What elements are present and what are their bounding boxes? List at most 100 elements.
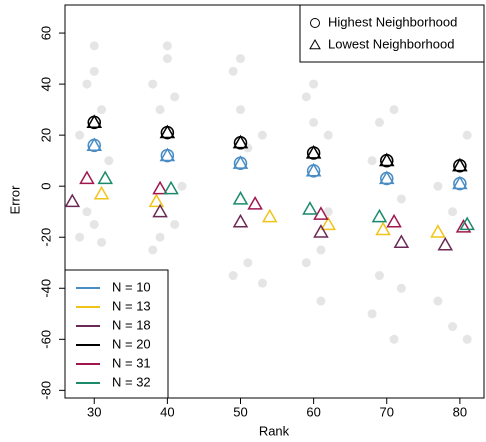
- x-tick-label: 70: [380, 404, 394, 419]
- background-point: [389, 334, 399, 344]
- lowest-marker: [305, 145, 322, 159]
- plot-frame: [64, 4, 485, 399]
- background-point: [148, 79, 158, 89]
- lowest-marker: [375, 221, 391, 236]
- background-point: [448, 322, 458, 332]
- background-point: [301, 258, 311, 268]
- lowest-marker: [452, 157, 468, 172]
- background-point: [148, 245, 158, 255]
- lowest-marker: [455, 219, 472, 233]
- background-point: [89, 41, 99, 51]
- y-tick-label: -80: [38, 381, 53, 400]
- lowest-marker: [378, 152, 395, 167]
- legend-label: N = 18: [112, 317, 151, 332]
- background-point: [75, 130, 85, 140]
- background-point: [448, 207, 458, 217]
- legend-label: N = 32: [112, 374, 151, 389]
- background-point: [396, 194, 406, 204]
- color-legend-box: [64, 269, 169, 399]
- lowest-marker: [232, 155, 249, 169]
- background-point: [389, 105, 399, 115]
- shape-legend-triangle: [309, 38, 321, 50]
- background-point: [323, 130, 333, 140]
- lowest-marker: [148, 193, 165, 208]
- background-point: [309, 79, 319, 89]
- background-point: [155, 232, 165, 242]
- background-point: [104, 156, 114, 166]
- shape-legend-box: [299, 4, 485, 63]
- legend-label: N = 13: [112, 298, 151, 313]
- lowest-marker: [452, 175, 468, 190]
- lowest-marker: [437, 236, 454, 251]
- x-axis-label: Rank: [259, 423, 290, 438]
- y-tick-label: 40: [38, 77, 53, 91]
- lowest-marker: [247, 196, 263, 210]
- lowest-marker: [152, 203, 168, 218]
- lowest-marker: [378, 170, 395, 185]
- lowest-marker: [302, 201, 318, 215]
- background-point: [162, 41, 172, 51]
- background-point: [235, 105, 245, 115]
- background-point: [89, 219, 99, 229]
- background-point: [309, 117, 319, 127]
- background-point: [433, 296, 443, 306]
- x-tick-label: 50: [233, 404, 247, 419]
- background-point: [462, 334, 472, 344]
- background-point: [257, 130, 267, 140]
- legend-label: N = 31: [112, 355, 151, 370]
- lowest-marker: [93, 185, 110, 200]
- lowest-marker: [79, 170, 95, 185]
- lowest-marker: [97, 170, 114, 185]
- y-tick-label: -40: [38, 279, 53, 298]
- background-point: [396, 283, 406, 293]
- lowest-marker: [313, 206, 329, 220]
- lowest-marker: [159, 147, 176, 162]
- background-point: [316, 296, 326, 306]
- background-point: [228, 271, 238, 281]
- background-point: [75, 232, 85, 242]
- background-point: [374, 271, 384, 281]
- lowest-marker: [163, 180, 179, 195]
- lowest-marker: [159, 124, 176, 139]
- y-tick-label: -20: [38, 228, 53, 247]
- y-tick-label: 60: [38, 26, 53, 40]
- background-point: [243, 258, 253, 268]
- shape-legend-label: Highest Neighborhood: [328, 14, 457, 29]
- background-point: [97, 105, 107, 115]
- lowest-marker: [313, 224, 329, 238]
- x-tick-label: 80: [453, 404, 467, 419]
- lowest-marker: [393, 234, 410, 248]
- lowest-marker: [86, 114, 103, 129]
- lowest-marker: [232, 213, 249, 228]
- legend-label: N = 20: [112, 336, 151, 351]
- background-point: [433, 181, 443, 191]
- background-point: [170, 219, 180, 229]
- legend-label: N = 10: [112, 279, 151, 294]
- shape-legend-label: Lowest Neighborhood: [328, 36, 454, 51]
- background-point: [162, 54, 172, 64]
- background-point: [89, 66, 99, 76]
- background-point: [462, 130, 472, 140]
- background-point: [155, 105, 165, 115]
- lowest-marker: [64, 193, 81, 208]
- background-point: [323, 207, 333, 217]
- background-point: [97, 237, 107, 247]
- lowest-marker: [459, 216, 475, 231]
- lowest-marker: [386, 213, 402, 228]
- background-point: [82, 79, 92, 89]
- y-axis-label: Error: [7, 185, 22, 215]
- lowest-marker: [152, 180, 168, 195]
- shape-legend-circle: [310, 18, 320, 28]
- x-tick-label: 60: [306, 404, 320, 419]
- background-point: [367, 309, 377, 319]
- lowest-marker: [320, 216, 337, 231]
- lowest-marker: [261, 208, 278, 223]
- background-point: [177, 181, 187, 191]
- background-point: [316, 245, 326, 255]
- background-point: [257, 278, 267, 288]
- background-point: [235, 54, 245, 64]
- lowest-marker: [305, 162, 322, 177]
- y-tick-label: -60: [38, 330, 53, 349]
- background-point: [170, 92, 180, 102]
